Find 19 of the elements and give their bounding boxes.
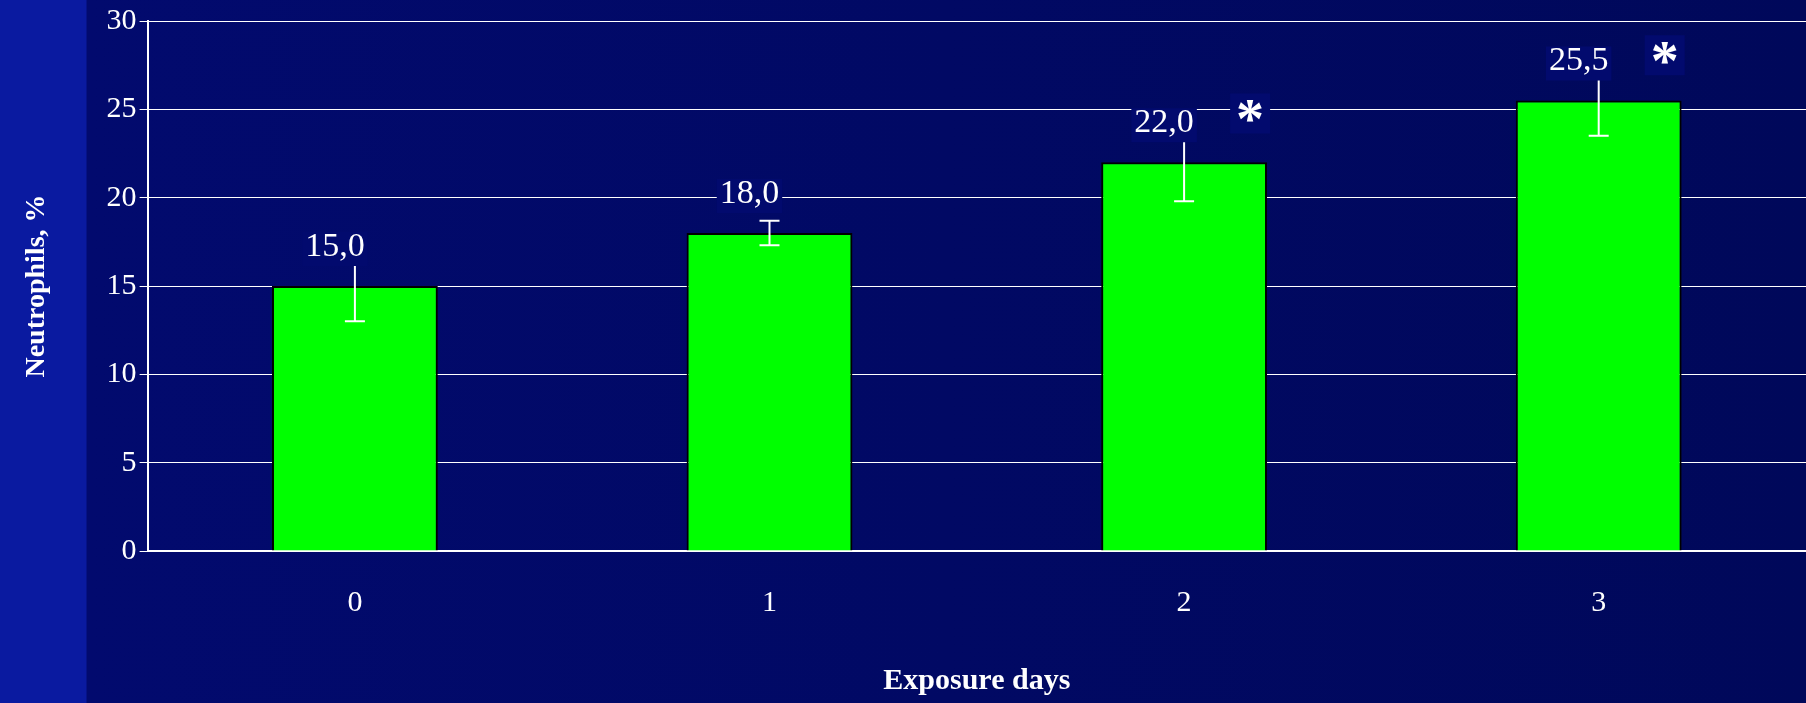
annotation: * (1236, 87, 1265, 150)
x-tick-label: 1 (762, 583, 777, 617)
data-label: 18,0 (719, 172, 780, 210)
data-label: 15,0 (305, 225, 365, 263)
x-tick-label: 0 (347, 583, 363, 617)
data-label: 22,0 (1134, 102, 1194, 140)
y-tick-label: 5 (121, 443, 137, 477)
x-tick-label: 3 (1591, 583, 1607, 617)
y-tick-label: 20 (106, 178, 137, 212)
y-tick-label: 0 (121, 531, 137, 565)
x-tick-label: 2 (1176, 583, 1192, 617)
x-axis-title: Exposure days (883, 661, 1071, 695)
y-tick-label: 30 (106, 1, 137, 35)
annotation: * (1650, 29, 1679, 92)
data-label: 25,5 (1548, 40, 1609, 78)
y-axis-title: Neutrophils, % (19, 194, 51, 378)
y-tick-label: 10 (106, 355, 137, 389)
y-tick-label: 25 (106, 90, 137, 124)
y-tick-label: 15 (106, 266, 137, 300)
